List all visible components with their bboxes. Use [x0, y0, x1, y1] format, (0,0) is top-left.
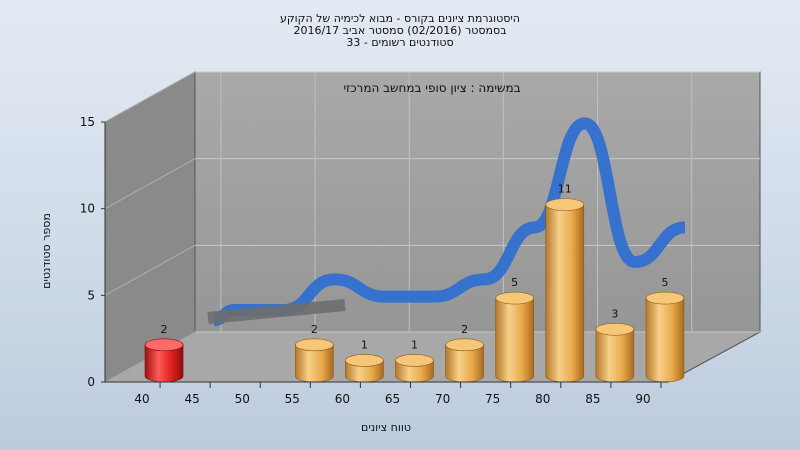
- bar-85: [595, 328, 635, 383]
- x-tick-label-75: 75: [485, 392, 500, 406]
- bar-top-40: [144, 338, 184, 352]
- bar-75: [495, 297, 534, 383]
- data-label-65: 1: [411, 338, 418, 351]
- bar-top-75: [495, 291, 534, 305]
- x-tick-label-60: 60: [335, 392, 350, 406]
- bar-top-55: [295, 338, 334, 352]
- x-tick-label-70: 70: [435, 392, 450, 406]
- grid-line-side-10: [104, 158, 196, 210]
- x-tick-label-40: 40: [134, 392, 149, 406]
- bar-90: [645, 297, 685, 383]
- data-label-40: 2: [161, 323, 168, 336]
- data-label-90: 5: [661, 276, 668, 289]
- chart-title-line-2: בסמסטר (02/2016) סמסטר אביב 2016/17: [293, 24, 507, 37]
- x-axis-title: טווח ציונים: [361, 421, 411, 434]
- y-tick-label-5: 5: [87, 288, 95, 302]
- trend-line-shadow: [207, 299, 346, 324]
- data-label-60: 1: [361, 338, 368, 351]
- bar-top-85: [595, 322, 635, 336]
- grid-line-side-5: [104, 244, 196, 296]
- data-label-85: 3: [611, 307, 618, 320]
- y-tick-label-15: 15: [80, 115, 95, 129]
- bar-top-70: [445, 338, 484, 352]
- chart-subtitle: במשימה : ציון סופי במחשב המרכזי: [343, 81, 520, 95]
- data-label-55: 2: [311, 323, 318, 336]
- bar-top-60: [345, 354, 384, 367]
- y-tick-label-0: 0: [87, 375, 95, 389]
- data-label-70: 2: [461, 323, 468, 336]
- back-wall: [194, 71, 761, 333]
- x-tick-label-90: 90: [635, 392, 650, 406]
- y-tick-label-10: 10: [80, 202, 95, 216]
- grid-line-side-15: [104, 71, 196, 123]
- x-tick-label-80: 80: [535, 392, 550, 406]
- x-tick-label-50: 50: [235, 392, 250, 406]
- bar-top-90: [645, 291, 685, 305]
- x-tick-label-85: 85: [585, 392, 600, 406]
- chart-title-line-3: סטודנטים רשומים - 33: [346, 36, 454, 49]
- data-label-80: 11: [558, 183, 572, 196]
- bar-top-80: [545, 198, 585, 211]
- x-tick-label-65: 65: [385, 392, 400, 406]
- x-tick-label-45: 45: [184, 392, 199, 406]
- left-wall: [104, 71, 196, 383]
- bar-top-65: [395, 354, 434, 367]
- x-tick-label-55: 55: [285, 392, 300, 406]
- data-label-75: 5: [511, 276, 518, 289]
- bar-80: [545, 204, 585, 383]
- y-axis-title: מספר סטודנטים: [40, 213, 53, 289]
- chart-title-line-1: היסטוגרמת ציונים בקורס - מבוא לכימיה של …: [279, 12, 520, 25]
